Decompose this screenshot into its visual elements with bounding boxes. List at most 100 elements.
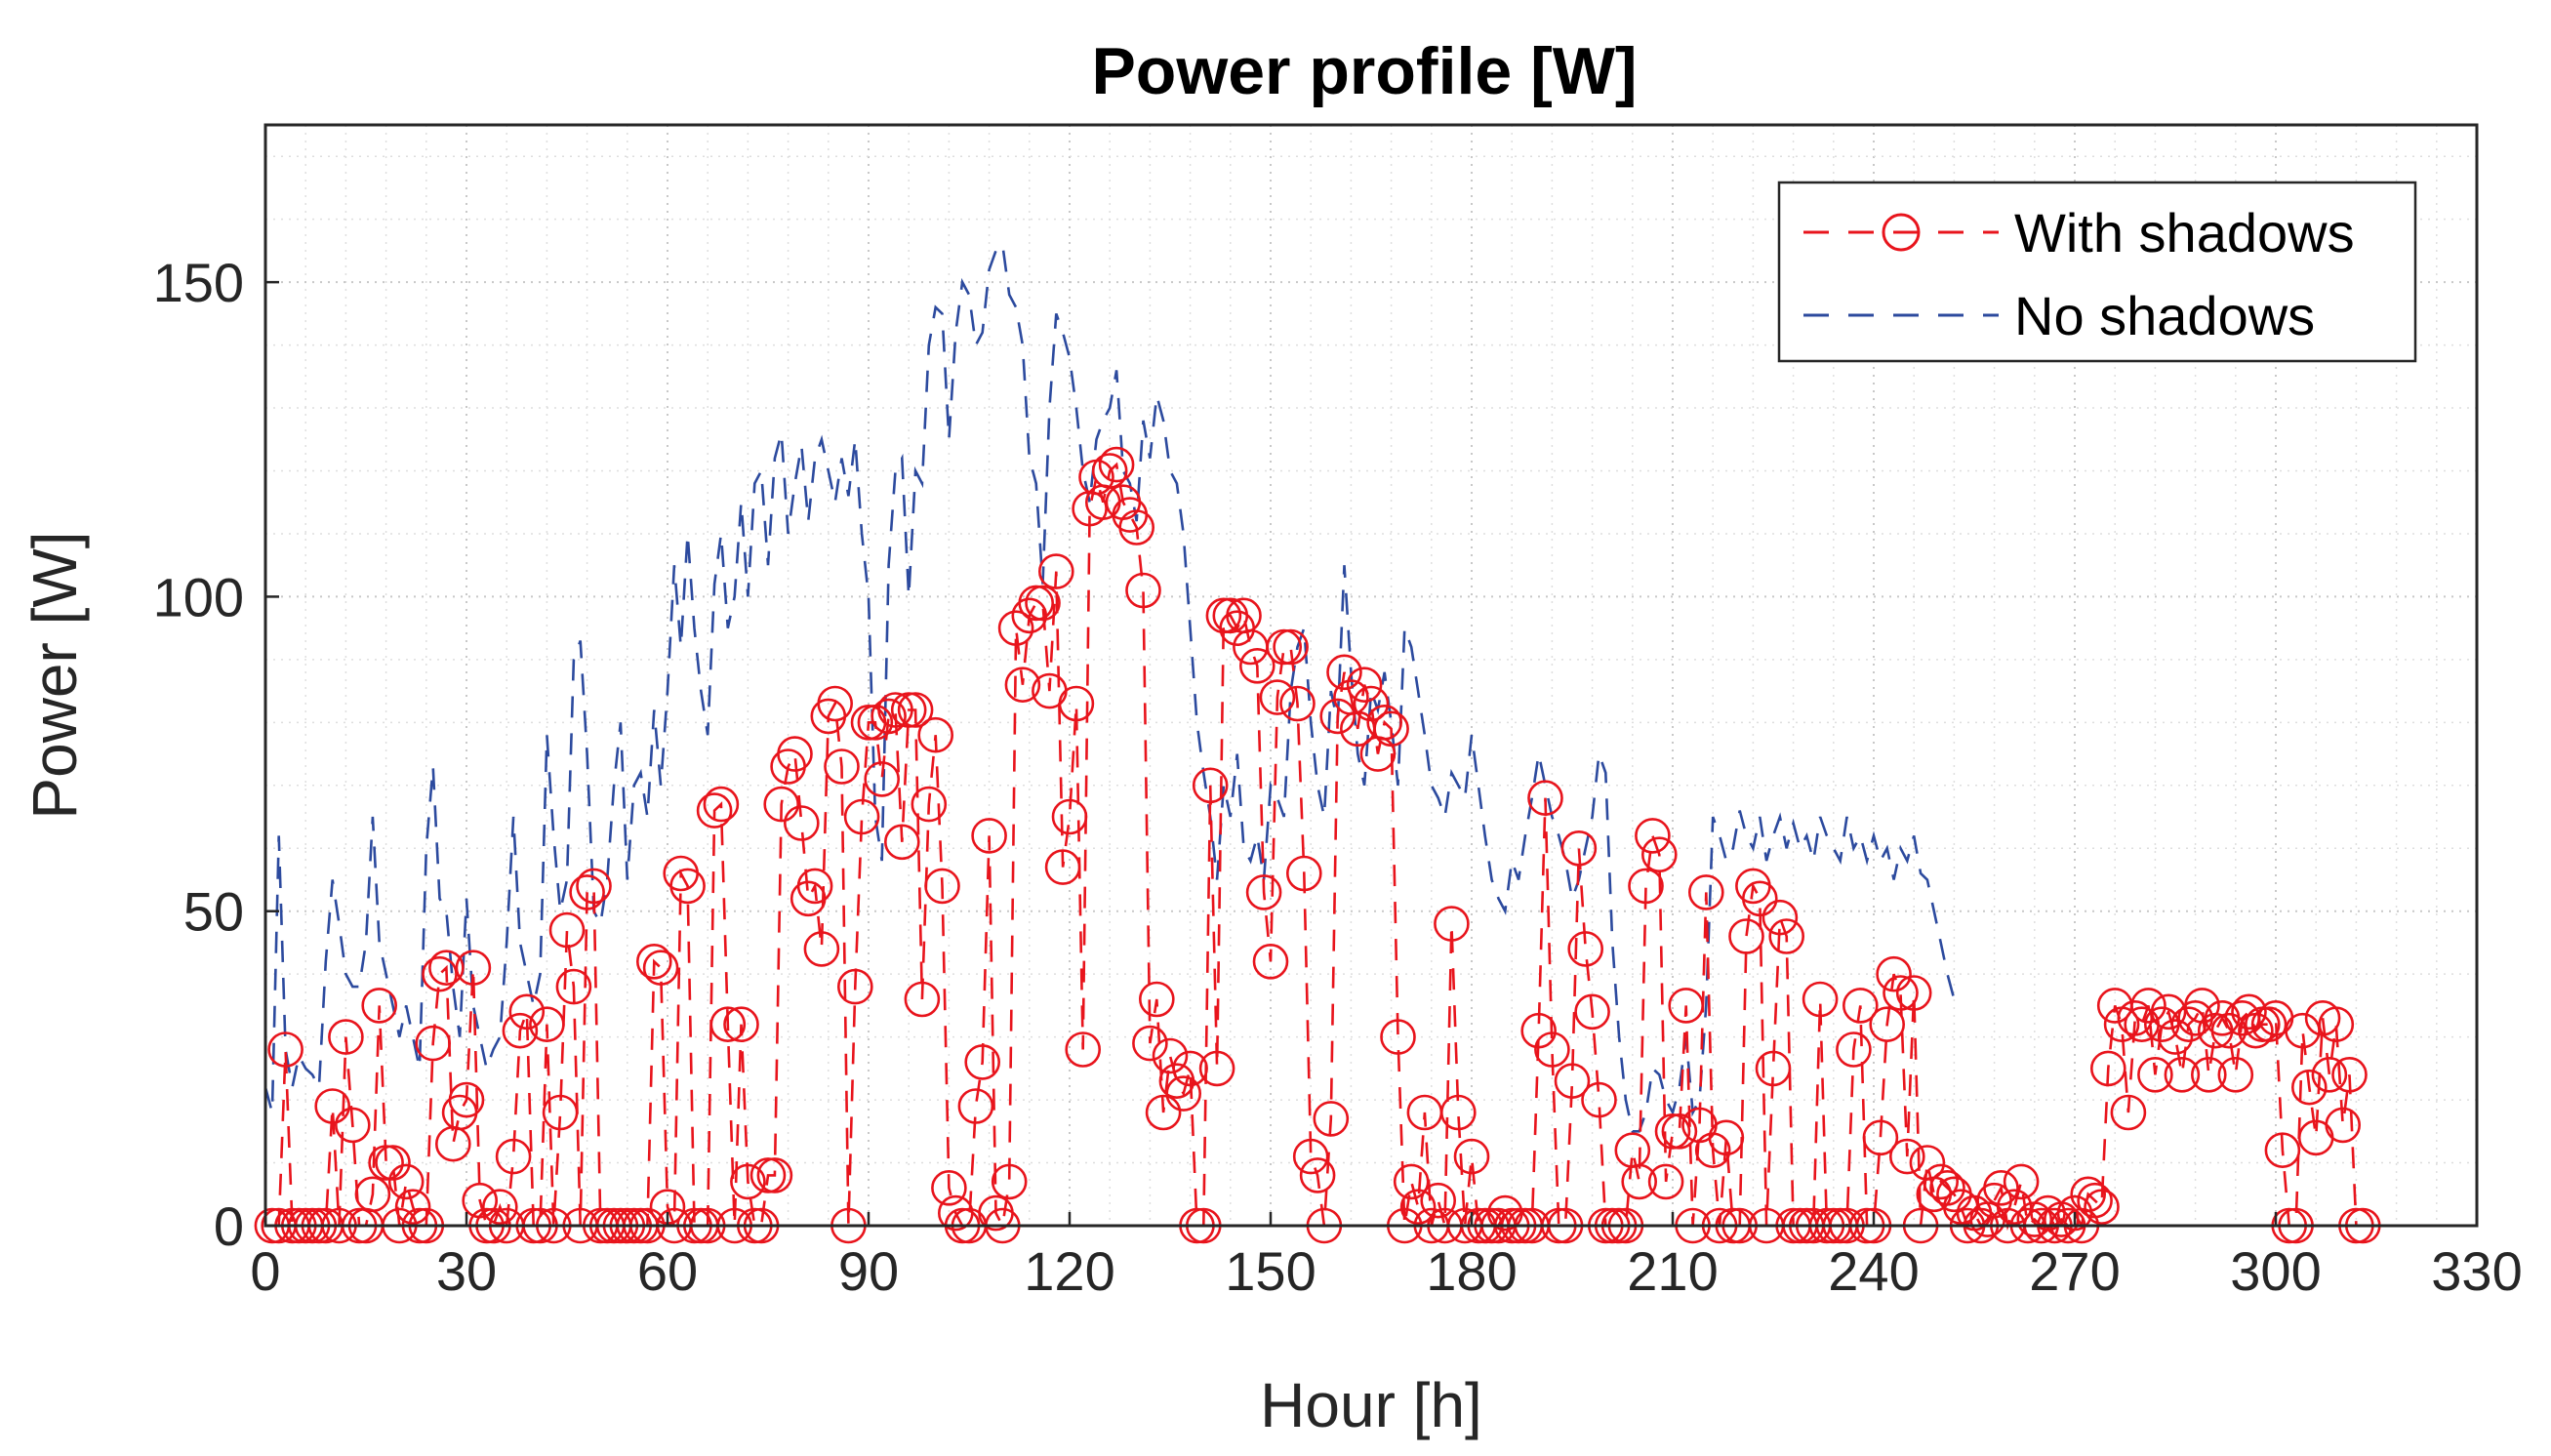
data-point-with-shadows [1420,1182,1456,1219]
series-no-shadows [263,241,1956,1133]
x-tick-label: 0 [250,1240,280,1302]
x-axis-label: Hour [h] [1260,1370,1482,1440]
data-point-with-shadows [871,698,907,735]
data-point-with-shadows [709,1006,747,1042]
data-point-with-shadows [1245,874,1282,910]
data-point-with-shadows [1065,1031,1101,1068]
data-point-with-shadows [997,610,1034,647]
y-tick-label: 50 [183,881,244,943]
data-point-with-shadows [2250,1006,2288,1042]
data-point-with-shadows [2117,1000,2154,1036]
data-point-with-shadows [422,955,458,992]
data-point-with-shadows [1266,628,1302,666]
data-point-with-shadows [1996,1189,2033,1225]
data-point-with-shadows [1025,585,1061,622]
data-point-with-shadows [1058,685,1095,722]
data-point-with-shadows [1038,553,1074,589]
data-point-with-shadows [971,818,1007,854]
data-point-with-shadows [924,868,960,905]
data-point-with-shadows [2150,993,2187,1031]
data-point-with-shadows [495,1138,532,1175]
data-point-with-shadows [1125,572,1161,609]
data-point-with-shadows [1172,1050,1208,1087]
data-point-with-shadows [1319,698,1356,735]
series-line-no-shadows [263,241,1956,1133]
data-point-with-shadows [1139,981,1175,1018]
data-point-with-shadows [2137,1057,2173,1093]
data-point-with-shadows [1761,899,1799,936]
data-point-with-shadows [481,1189,518,1225]
data-point-with-shadows [1165,1075,1201,1112]
data-point-with-shadows [1923,1163,1959,1200]
data-point-with-shadows [1647,1163,1684,1200]
data-point-with-shadows [354,1176,391,1213]
data-point-with-shadows [1567,931,1603,967]
data-point-with-shadows [890,692,927,728]
data-point-with-shadows [817,685,854,722]
data-point-with-shadows [1279,685,1316,722]
data-point-with-shadows [1366,704,1402,741]
data-point-with-shadows [361,988,398,1024]
data-point-with-shadows [1889,1138,1925,1175]
data-point-with-shadows [1091,453,1128,489]
data-point-with-shadows [1132,1025,1168,1062]
data-point-with-shadows [1869,1006,1905,1042]
data-point-with-shadows [267,1031,304,1068]
data-point-with-shadows [991,1163,1028,1200]
data-point-with-shadows [964,1044,1001,1080]
series-with-shadows [254,446,2381,1244]
data-point-with-shadows [1574,993,1610,1031]
data-point-with-shadows [2077,1182,2113,1219]
data-point-with-shadows [1453,1138,1490,1175]
data-point-with-shadows [1346,667,1383,704]
data-point-with-shadows [897,692,934,728]
data-point-with-shadows [2325,1107,2361,1144]
data-point-with-shadows [2090,1050,2126,1087]
data-point-with-shadows [1259,679,1296,715]
data-point-with-shadows [803,931,840,967]
data-point-with-shadows [864,761,901,797]
data-point-with-shadows [1883,975,1919,1011]
data-point-with-shadows [1520,1012,1557,1049]
data-point-with-shadows [1393,1163,1430,1200]
y-tick-label: 100 [153,566,244,627]
data-point-with-shadows [1051,798,1088,835]
data-point-with-shadows [836,968,873,1005]
data-point-with-shadows [1399,1189,1437,1225]
data-point-with-shadows [448,1081,485,1118]
data-point-with-shadows [368,1145,404,1181]
data-point-with-shadows [2210,1012,2247,1049]
data-point-with-shadows [1326,654,1362,691]
x-tick-label: 60 [637,1240,698,1302]
data-point-with-shadows [1641,836,1678,873]
data-point-with-shadows [1728,918,1764,954]
data-point-with-shadows [635,943,672,980]
data-point-with-shadows [1742,880,1778,917]
data-point-with-shadows [1192,767,1229,804]
data-point-with-shadows [824,748,860,785]
data-point-with-shadows [904,981,941,1018]
data-point-with-shadows [1661,1113,1698,1150]
data-point-with-shadows [1205,597,1242,634]
data-point-with-shadows [783,805,820,841]
data-point-with-shadows [1018,585,1054,622]
y-tick-label: 0 [214,1195,244,1257]
data-point-with-shadows [2130,988,2166,1024]
y-tick-label: 150 [153,252,244,313]
data-point-with-shadows [1929,1170,1965,1206]
data-point-with-shadows [642,950,679,987]
data-point-with-shadows [696,792,733,829]
data-point-with-shadows [911,786,948,823]
data-point-with-shadows [1299,1157,1336,1193]
data-point-with-shadows [1621,1163,1657,1200]
data-point-with-shadows [502,1012,539,1049]
x-tick-label: 330 [2431,1240,2522,1302]
data-point-with-shadows [796,868,833,905]
data-point-with-shadows [957,1088,994,1124]
data-point-with-shadows [2331,1057,2368,1093]
x-tick-label: 90 [838,1240,899,1302]
data-point-with-shadows [1668,988,1704,1024]
data-point-with-shadows [763,786,800,823]
data-point-with-shadows [1628,868,1664,905]
data-point-with-shadows [1286,855,1322,892]
